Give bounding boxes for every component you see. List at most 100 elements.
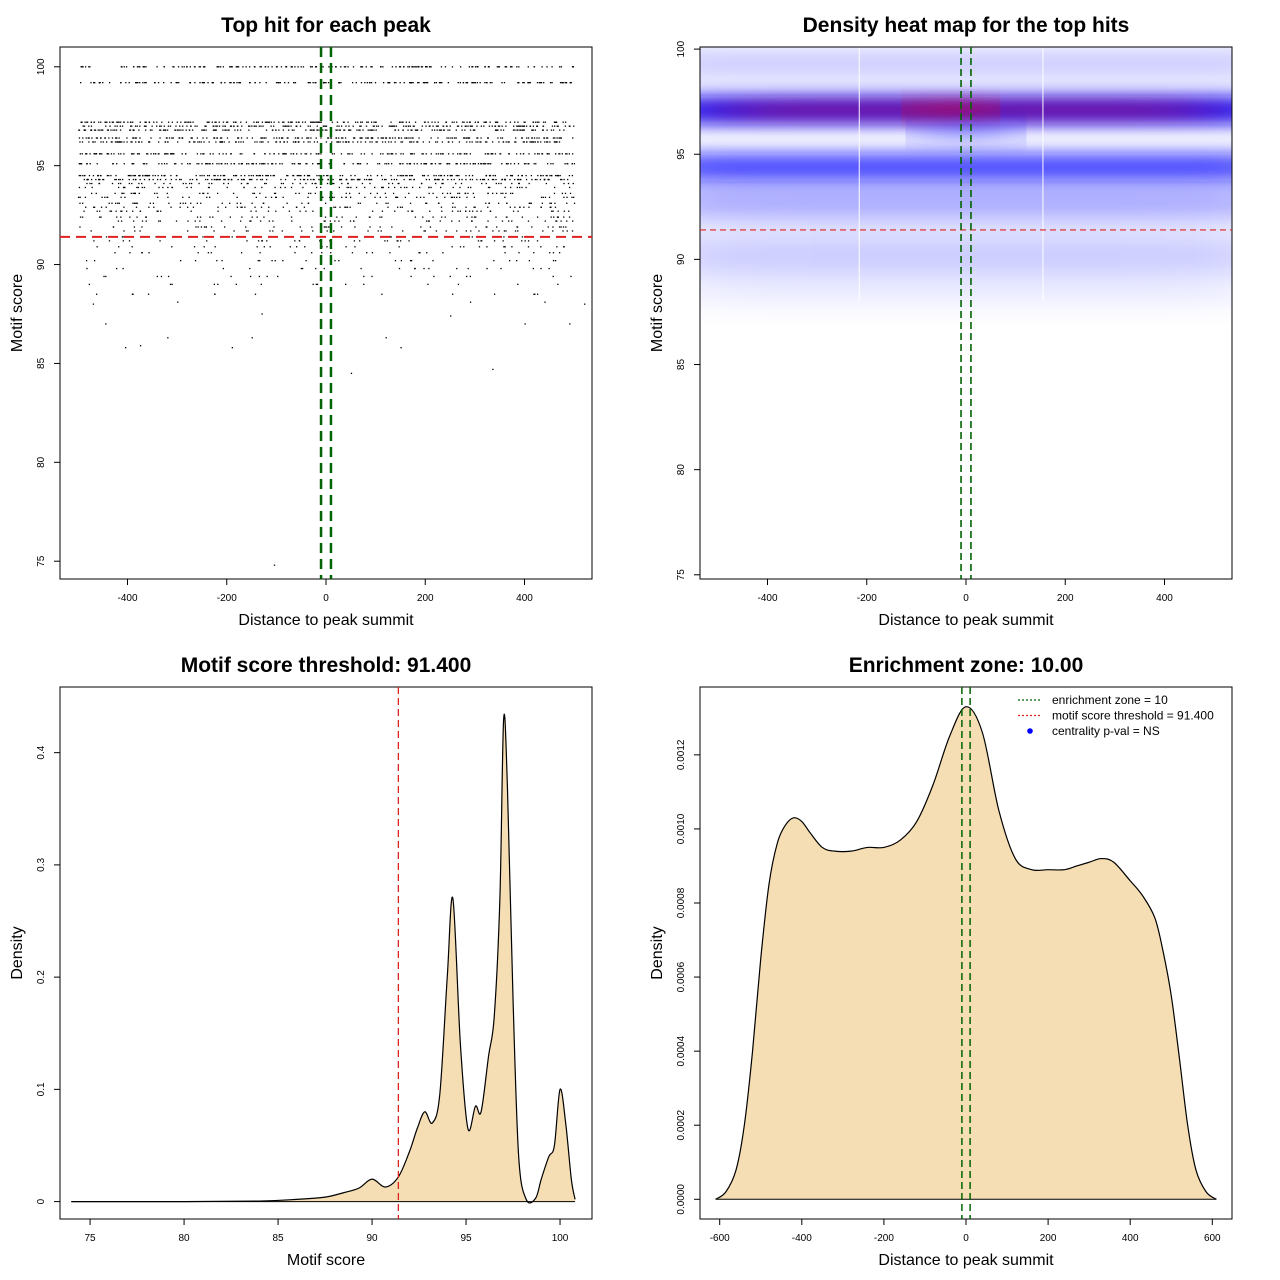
scatter-point (345, 178, 348, 181)
scatter-point (504, 178, 506, 181)
scatter-point (354, 121, 357, 123)
scatter-point (292, 174, 295, 177)
scatter-point (323, 174, 325, 177)
scatter-point (379, 226, 381, 228)
scatter-point (487, 66, 490, 68)
scatter-point (517, 125, 520, 127)
scatter-point (347, 121, 349, 123)
scatter-point (136, 216, 138, 218)
scatter-point (156, 66, 158, 68)
scatter-point (466, 196, 468, 199)
scatter-point (336, 216, 338, 218)
y-tick-label: 95 (36, 160, 47, 172)
scatter-point (150, 137, 152, 139)
scatter-point (521, 137, 523, 139)
scatter-point (88, 283, 91, 286)
scatter-point (288, 129, 290, 131)
scatter-point (533, 66, 535, 68)
scatter-point (414, 216, 417, 218)
scatter-point (302, 186, 304, 189)
scatter-point (222, 66, 224, 68)
scatter-point (163, 66, 165, 68)
scatter-point (196, 137, 199, 139)
scatter-point (254, 125, 256, 127)
scatter-point (477, 141, 479, 143)
scatter-point (485, 174, 488, 177)
scatter-point (476, 137, 478, 139)
scatter-point (131, 246, 133, 248)
scatter-point (546, 129, 548, 131)
scatter-point (219, 178, 221, 181)
scatter-point (315, 81, 317, 84)
scatter-point (179, 202, 182, 204)
scatter-point (402, 153, 404, 155)
scatter-point (263, 246, 265, 248)
scatter-point (423, 163, 425, 165)
scatter-point (312, 230, 314, 232)
scatter-point (128, 182, 131, 185)
scatter-point (282, 121, 284, 123)
scatter-point (540, 196, 543, 199)
scatter-point (203, 153, 205, 155)
scatter-point (391, 226, 393, 228)
scatter-point (246, 182, 248, 185)
scatter-point (145, 220, 147, 222)
scatter-point (554, 186, 556, 189)
scatter-point (287, 125, 289, 127)
scatter-point (363, 283, 365, 286)
scatter-point (261, 186, 263, 189)
scatter-point (428, 141, 431, 143)
scatter-point (480, 125, 483, 127)
scatter-point (112, 163, 114, 165)
scatter-point (466, 141, 468, 143)
scatter-point (539, 178, 542, 181)
scatter-point (314, 182, 316, 185)
scatter-point (371, 210, 374, 212)
scatter-point (290, 125, 292, 127)
scatter-point (489, 121, 491, 123)
scatter-point (469, 121, 471, 123)
scatter-point (456, 121, 458, 123)
scatter-point (398, 66, 401, 68)
scatter-point (253, 121, 255, 123)
scatter-point (109, 121, 111, 123)
scatter-point (307, 137, 310, 139)
scatter-point (167, 275, 170, 278)
scatter-point (263, 137, 266, 139)
scatter-point (532, 121, 535, 123)
scatter-point (183, 66, 185, 68)
scatter-point (325, 226, 327, 228)
scatter-point (115, 137, 117, 139)
scatter-point (495, 178, 497, 181)
scatter-point (552, 230, 554, 232)
scatter-point (305, 163, 307, 165)
scatter-point (153, 192, 156, 195)
x-tick-label: 200 (417, 593, 434, 604)
scatter-point (384, 192, 387, 195)
scatter-point (220, 220, 223, 222)
scatter-point (484, 163, 487, 165)
scatter-point (457, 283, 460, 286)
scatter-point (208, 182, 210, 185)
scatter-point (460, 182, 463, 185)
scatter-point (88, 174, 91, 177)
scatter-point (511, 66, 513, 68)
scatter-point (284, 186, 286, 189)
scatter-point (558, 141, 561, 143)
scatter-point (549, 202, 551, 204)
scatter-point (448, 163, 451, 165)
scatter-point (420, 226, 422, 228)
scatter-point (165, 153, 167, 155)
scatter-point (241, 153, 243, 155)
scatter-point (187, 163, 189, 165)
scatter-point (546, 66, 548, 68)
scatter-point (564, 121, 567, 123)
scatter-point (412, 125, 414, 127)
scatter-point (466, 137, 468, 139)
scatter-point (131, 153, 134, 155)
scatter-point (116, 163, 118, 165)
scatter-point (476, 178, 478, 181)
scatter-point (265, 178, 268, 181)
scatter-point (120, 81, 122, 84)
scatter-point (360, 66, 362, 68)
